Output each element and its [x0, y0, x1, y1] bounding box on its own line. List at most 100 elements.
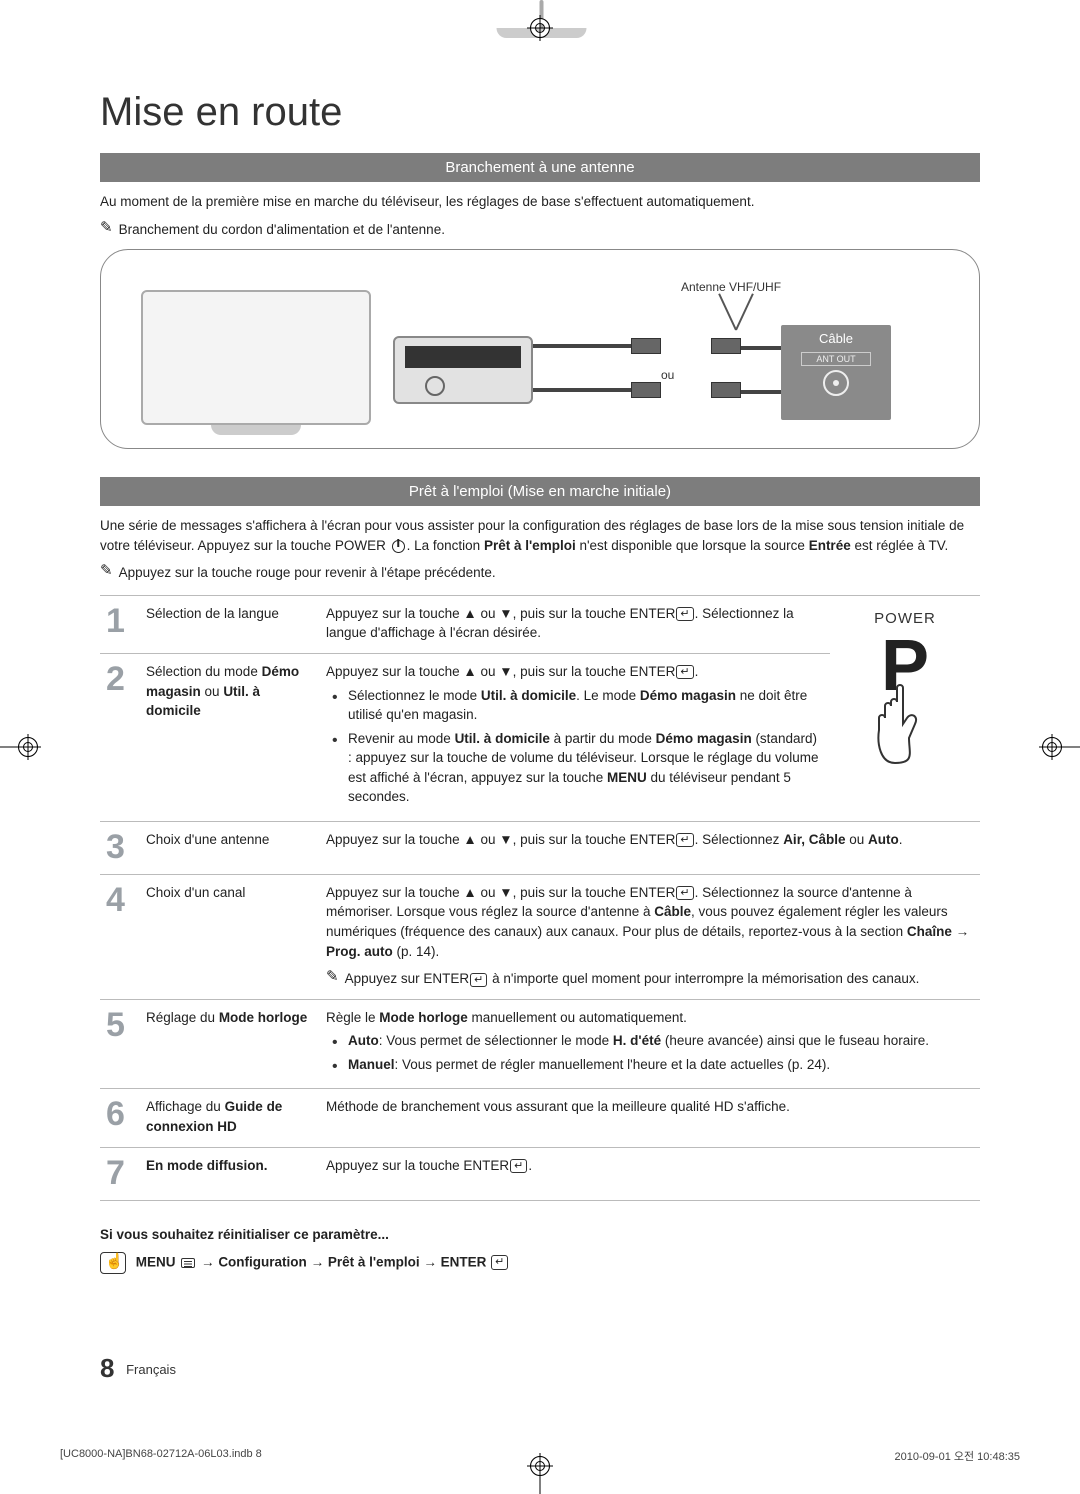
cable-line	[533, 344, 633, 348]
cable-plug	[631, 382, 661, 398]
text: Règle le	[326, 1010, 379, 1025]
step-name: Réglage du Mode horloge	[140, 999, 320, 1089]
print-file: [UC8000-NA]BN68-02712A-06L03.indb 8	[60, 1448, 262, 1464]
section-heading-pret: Prêt à l'emploi (Mise en marche initiale…	[100, 477, 980, 506]
table-row: 3 Choix d'une antenne Appuyez sur la tou…	[100, 821, 980, 874]
text: à partir du mode	[550, 731, 656, 746]
text-bold: Prog. auto	[326, 944, 393, 959]
page-number: 8	[100, 1353, 114, 1383]
enter-icon: ↵	[676, 607, 693, 621]
text: .	[528, 1158, 532, 1173]
text: manuellement ou automatiquement.	[468, 1010, 687, 1025]
step-name: En mode diffusion.	[140, 1147, 320, 1200]
text: Sélectionnez le mode	[348, 688, 481, 703]
text: Appuyez sur la touche ENTER	[326, 1158, 509, 1173]
ou-label: ou	[661, 368, 674, 382]
step-name: Affichage du Guide de connexion HD	[140, 1089, 320, 1147]
coax-port-icon	[823, 370, 849, 396]
text-bold: H. d'été	[613, 1033, 661, 1048]
step4-note: Appuyez sur ENTER↵ à n'importe quel mome…	[345, 969, 920, 989]
connection-diagram: Antenne VHF/UHF ou Câble ANT OUT	[100, 249, 980, 449]
text-bold: MENU	[607, 770, 647, 785]
text: Appuyez sur la touche ▲ ou ▼, puis sur l…	[326, 832, 675, 847]
list-item: Sélectionnez le mode Util. à domicile. L…	[326, 686, 824, 725]
power-icon	[392, 540, 405, 553]
cable-line	[741, 390, 781, 394]
cable-box-label: Câble	[781, 331, 891, 346]
text: Réglage du	[146, 1010, 219, 1025]
reset-heading: Si vous souhaitez réinitialiser ce param…	[100, 1227, 980, 1242]
power-illustration: POWER P	[830, 595, 980, 821]
text-bold: Démo magasin	[640, 688, 736, 703]
text-bold: Manuel	[348, 1057, 395, 1072]
step-number: 3	[100, 821, 140, 874]
text: à n'importe quel moment pour interrompre…	[488, 971, 919, 986]
step-name: Choix d'une antenne	[140, 821, 320, 874]
section2-intro: Une série de messages s'affichera à l'éc…	[100, 516, 980, 555]
step-name: Choix d'un canal	[140, 874, 320, 999]
text: Sélection du mode	[146, 664, 262, 679]
text-bold: En mode diffusion.	[146, 1158, 268, 1173]
step-number: 7	[100, 1147, 140, 1200]
text: Appuyez sur la touche ▲ ou ▼, puis sur l…	[326, 606, 675, 621]
text: : Vous permet de sélectionner le mode	[379, 1033, 613, 1048]
enter-icon: ↵	[470, 973, 487, 987]
text: n'est disponible que lorsque la source	[576, 538, 809, 553]
text-bold: Auto	[868, 832, 899, 847]
text: Appuyez sur la touche ▲ ou ▼, puis sur l…	[326, 664, 675, 679]
cable-box: Câble ANT OUT	[781, 325, 891, 420]
note-icon: ✎	[100, 563, 113, 583]
cable-line	[533, 388, 633, 392]
text: Appuyez sur la touche ▲ ou ▼, puis sur l…	[326, 885, 675, 900]
step-number: 4	[100, 874, 140, 999]
menu-icon	[181, 1258, 195, 1268]
text-bold: Prêt à l'emploi	[328, 1254, 420, 1269]
registration-mark	[530, 18, 550, 38]
step-number: 1	[100, 595, 140, 653]
section1-intro: Au moment de la première mise en marche …	[100, 192, 980, 212]
text-bold: Démo magasin	[656, 731, 752, 746]
cable-plug	[711, 338, 741, 354]
text-bold: Util. à domicile	[481, 688, 576, 703]
page: Mise en route Branchement à une antenne …	[0, 0, 1080, 1494]
text: : Vous permet de régler manuellement l'h…	[395, 1057, 831, 1072]
step-number: 2	[100, 653, 140, 821]
print-footer: [UC8000-NA]BN68-02712A-06L03.indb 8 2010…	[60, 1448, 1020, 1464]
step-desc: Appuyez sur la touche ENTER↵.	[320, 1147, 980, 1200]
text: . Sélectionnez	[695, 832, 784, 847]
step-desc: Appuyez sur la touche ▲ ou ▼, puis sur l…	[320, 874, 980, 999]
antenna-icon	[711, 290, 761, 330]
steps-table: 1 Sélection de la langue Appuyez sur la …	[100, 595, 980, 1201]
arrow-icon: →	[952, 924, 969, 939]
page-title: Mise en route	[100, 90, 980, 135]
text: Affichage du	[146, 1099, 225, 1114]
text-bold: Mode horloge	[379, 1010, 468, 1025]
text: (heure avancée) ainsi que le fuseau hora…	[661, 1033, 929, 1048]
hand-icon	[100, 1252, 126, 1274]
table-row: 1 Sélection de la langue Appuyez sur la …	[100, 595, 980, 653]
text-bold: Mode horloge	[219, 1010, 308, 1025]
text-bold: Câble	[654, 904, 691, 919]
ant-out-label: ANT OUT	[801, 352, 871, 366]
step-desc: Règle le Mode horloge manuellement ou au…	[320, 999, 980, 1089]
step-desc: Appuyez sur la touche ▲ ou ▼, puis sur l…	[320, 595, 830, 653]
step-name: Sélection du mode Démo magasin ou Util. …	[140, 653, 320, 821]
text-bold: MENU	[136, 1254, 176, 1269]
cable-plug	[711, 382, 741, 398]
text-bold: Prêt à l'emploi	[484, 538, 576, 553]
note-icon: ✎	[100, 220, 113, 240]
text-bold: Entrée	[809, 538, 851, 553]
text: .	[695, 664, 699, 679]
text: . Le mode	[576, 688, 640, 703]
page-footer: 8 Français	[100, 1353, 176, 1384]
text: Appuyez sur ENTER	[345, 971, 470, 986]
step-desc: Appuyez sur la touche ▲ ou ▼, puis sur l…	[320, 821, 980, 874]
page-lang: Français	[126, 1362, 176, 1377]
enter-icon: ↵	[510, 1159, 527, 1173]
enter-icon: ↵	[491, 1255, 508, 1269]
text: ou	[845, 832, 868, 847]
step-number: 6	[100, 1089, 140, 1147]
list-item: Auto: Vous permet de sélectionner le mod…	[326, 1031, 974, 1051]
cable-plug	[631, 338, 661, 354]
step-desc: Méthode de branchement vous assurant que…	[320, 1089, 980, 1147]
